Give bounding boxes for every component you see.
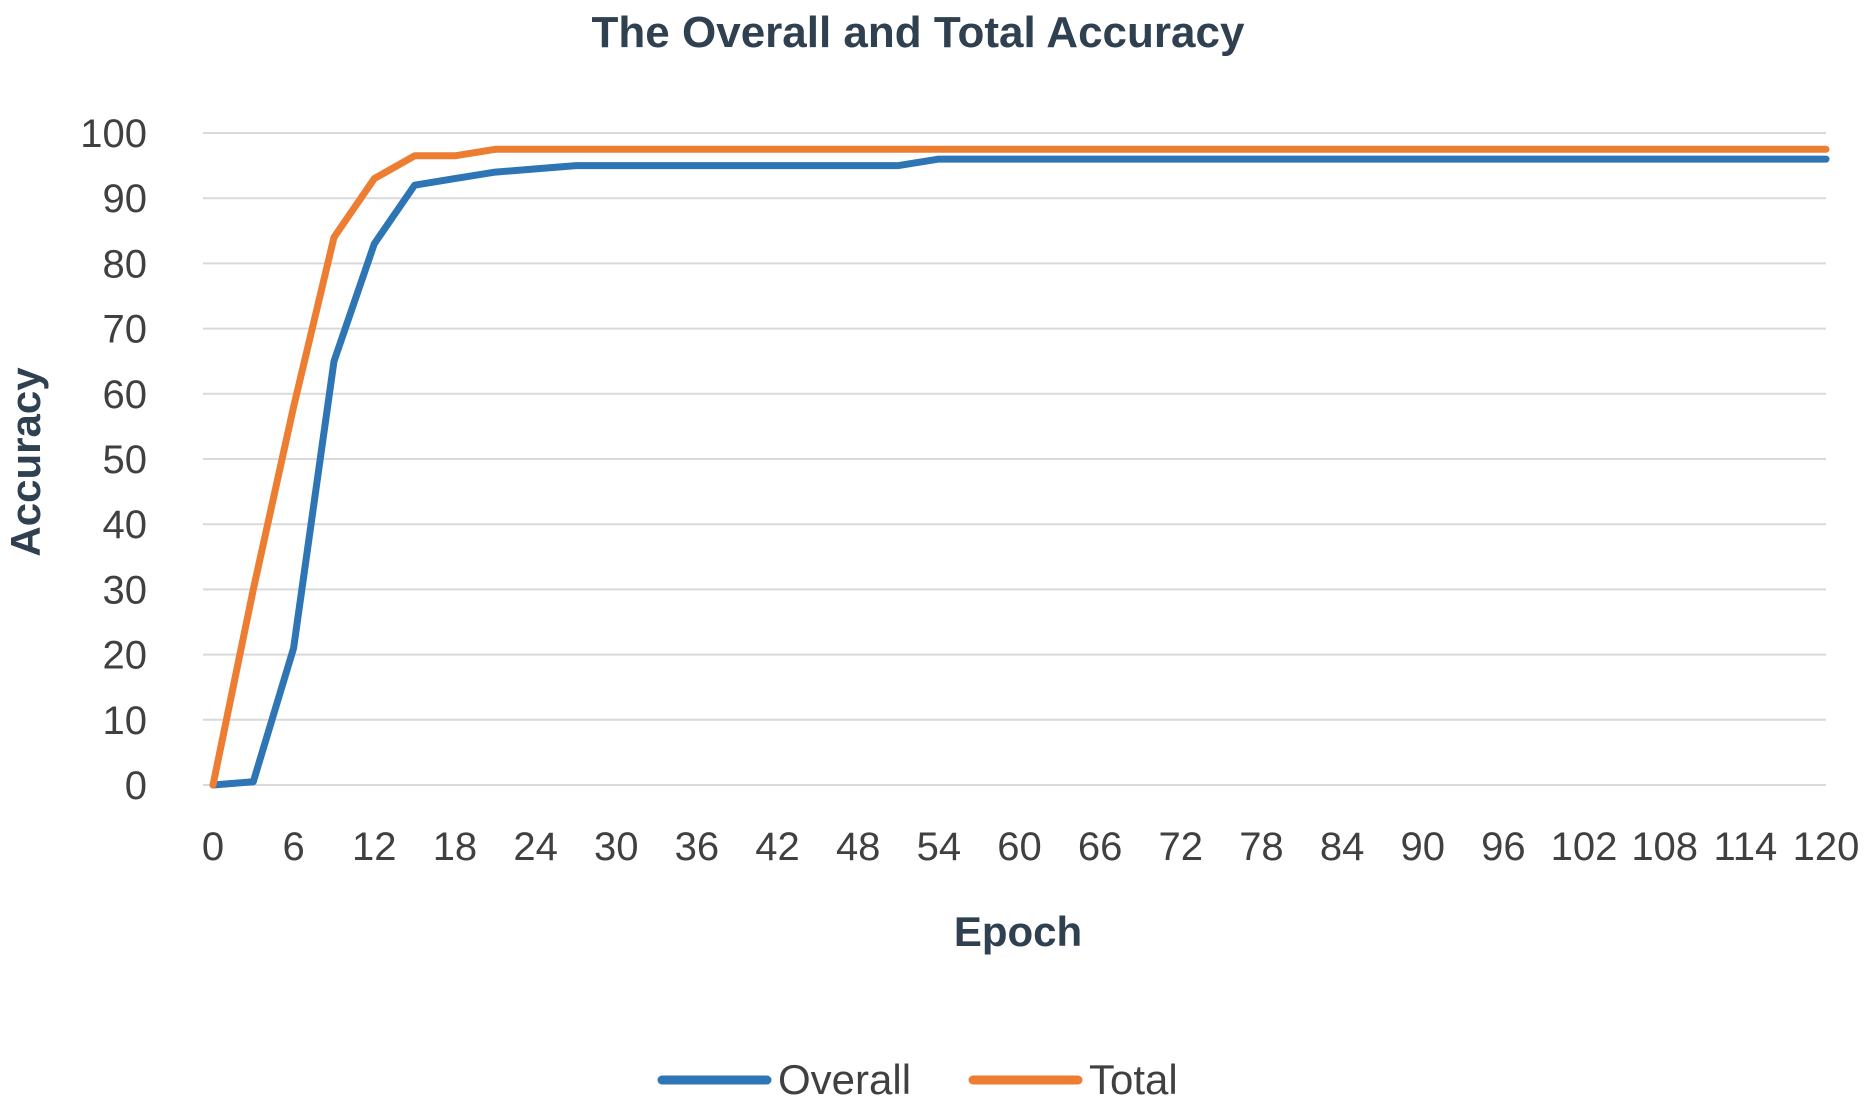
x-tick-label: 90 bbox=[1401, 825, 1446, 869]
x-tick-label: 84 bbox=[1320, 825, 1365, 869]
x-axis-title: Epoch bbox=[954, 908, 1082, 955]
x-tick-label: 12 bbox=[352, 825, 397, 869]
y-tick-label: 10 bbox=[103, 699, 148, 743]
legend-label-total: Total bbox=[1089, 1056, 1178, 1102]
x-tick-label: 120 bbox=[1793, 825, 1860, 869]
y-tick-label: 80 bbox=[103, 242, 148, 286]
y-tick-label: 50 bbox=[103, 438, 148, 482]
x-tick-label: 24 bbox=[513, 825, 558, 869]
series-lines bbox=[209, 145, 1830, 789]
y-axis-ticks: 0 10 20 30 40 50 60 70 80 90 100 bbox=[80, 112, 147, 808]
y-tick-label: 100 bbox=[80, 112, 147, 156]
x-tick-label: 48 bbox=[836, 825, 881, 869]
y-tick-label: 70 bbox=[103, 308, 148, 352]
legend-label-overall: Overall bbox=[778, 1056, 911, 1102]
x-tick-label: 54 bbox=[917, 825, 962, 869]
x-tick-label: 42 bbox=[755, 825, 800, 869]
x-tick-label: 114 bbox=[1713, 825, 1777, 869]
y-axis-title: Accuracy bbox=[2, 367, 49, 557]
x-tick-label: 108 bbox=[1631, 825, 1698, 869]
x-tick-label: 30 bbox=[594, 825, 639, 869]
x-tick-label: 78 bbox=[1239, 825, 1284, 869]
x-tick-label: 0 bbox=[202, 825, 224, 869]
x-axis-ticks: 0 6 12 18 24 30 36 42 48 54 60 66 72 78 84 90 96 102 108 11… bbox=[202, 825, 1860, 869]
y-tick-label: 0 bbox=[125, 764, 147, 808]
y-tick-label: 60 bbox=[103, 373, 148, 417]
y-tick-label: 90 bbox=[103, 177, 148, 221]
legend: Overall Total bbox=[657, 1056, 1178, 1102]
series-line-total bbox=[209, 145, 1830, 789]
x-tick-label: 102 bbox=[1551, 825, 1618, 869]
chart-title: The Overall and Total Accuracy bbox=[592, 8, 1245, 57]
y-tick-label: 30 bbox=[103, 568, 148, 612]
x-tick-label: 60 bbox=[997, 825, 1042, 869]
x-tick-label: 36 bbox=[675, 825, 720, 869]
x-tick-label: 72 bbox=[1159, 825, 1204, 869]
gridlines bbox=[203, 132, 1826, 786]
x-tick-label: 66 bbox=[1078, 825, 1123, 869]
y-tick-label: 20 bbox=[103, 634, 148, 678]
y-tick-label: 40 bbox=[103, 503, 148, 547]
series-line-overall bbox=[209, 155, 1830, 789]
x-tick-label: 6 bbox=[283, 825, 305, 869]
x-tick-label: 96 bbox=[1481, 825, 1526, 869]
x-tick-label: 18 bbox=[433, 825, 478, 869]
